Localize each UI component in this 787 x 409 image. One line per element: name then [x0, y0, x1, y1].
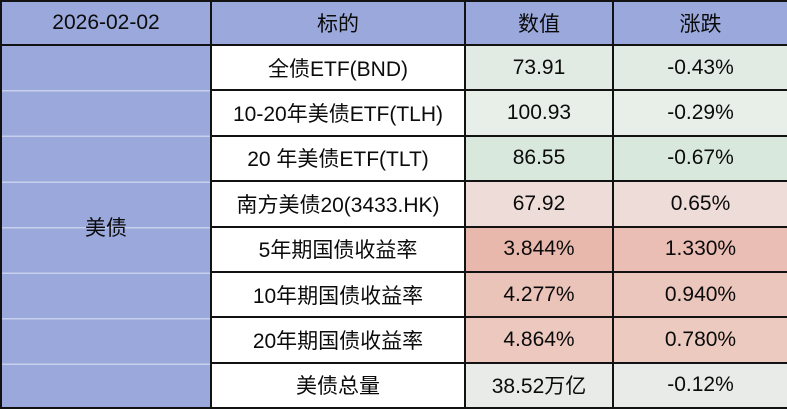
value-cell: 3.844% [464, 225, 614, 273]
change-cell: -0.67% [612, 134, 787, 183]
header-subject: 标的 [210, 0, 466, 46]
header-value: 数值 [464, 0, 614, 46]
subject-cell: 10年期国债收益率 [210, 270, 466, 319]
table-row: 20 年美债ETF(TLT) 86.55 -0.67% [1, 134, 787, 183]
value-cell: 86.55 [464, 134, 614, 183]
header-change: 涨跌 [612, 0, 787, 46]
subject-cell: 南方美债20(3433.HK) [210, 180, 466, 228]
header-row: 2026-02-02 标的 数值 涨跌 [0, 0, 787, 46]
change-cell: -0.43% [612, 43, 787, 92]
table-row: 5年期国债收益率 3.844% 1.330% [1, 225, 787, 273]
change-cell: 1.330% [612, 225, 787, 273]
subject-cell: 10-20年美债ETF(TLH) [210, 89, 466, 137]
table-row: 南方美债20(3433.HK) 67.92 0.65% [1, 180, 787, 228]
change-cell: -0.29% [612, 89, 787, 137]
table-row: 10-20年美债ETF(TLH) 100.93 -0.29% [1, 89, 787, 137]
change-cell: -0.12% [612, 361, 787, 409]
change-cell: 0.65% [612, 180, 787, 228]
header-date: 2026-02-02 [0, 0, 212, 46]
value-cell: 67.92 [464, 180, 614, 228]
table-row: 美债总量 38.52万亿 -0.12% [1, 361, 787, 409]
table-row: 美债 全债ETF(BND) 73.91 -0.43% [0, 43, 787, 409]
table-row: 20年期国债收益率 4.864% 0.780% [1, 316, 787, 364]
value-cell: 100.93 [464, 89, 614, 137]
group-label: 美债 [0, 44, 212, 409]
subject-cell: 20 年美债ETF(TLT) [210, 134, 466, 183]
change-cell: 0.940% [612, 270, 787, 319]
subject-cell: 5年期国债收益率 [210, 225, 466, 273]
value-cell: 4.864% [464, 316, 614, 364]
subject-cell: 美债总量 [210, 361, 466, 409]
value-cell: 73.91 [464, 43, 614, 92]
subject-cell: 20年期国债收益率 [210, 316, 466, 364]
change-cell: 0.780% [612, 316, 787, 364]
subject-cell: 全债ETF(BND) [210, 43, 466, 92]
value-cell: 4.277% [464, 270, 614, 319]
value-cell: 38.52万亿 [464, 361, 614, 409]
table-row: 10年期国债收益率 4.277% 0.940% [1, 270, 787, 319]
